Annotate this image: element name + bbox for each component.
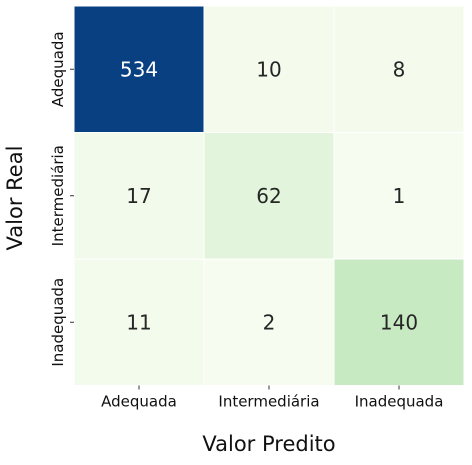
cell-value-label: 2 bbox=[263, 310, 276, 334]
y-tick-label: Inadequada bbox=[49, 278, 67, 367]
heatmap-cell bbox=[203, 5, 335, 133]
cell-value-label: 10 bbox=[256, 57, 281, 81]
x-axis-ticks: Adequada Intermediária Inadequada bbox=[101, 385, 444, 411]
cell-value-label: 1 bbox=[393, 184, 406, 208]
y-tick-label: Intermediária bbox=[49, 145, 67, 246]
heatmap-cell bbox=[333, 5, 465, 133]
y-tick-label: Adequada bbox=[49, 31, 67, 107]
heatmap-cell bbox=[333, 132, 465, 260]
cell-value-label: 17 bbox=[126, 184, 151, 208]
heatmap-cell bbox=[203, 132, 335, 260]
heatmap-cell bbox=[73, 132, 205, 260]
heatmap-cell bbox=[203, 258, 335, 386]
cell-value-label: 140 bbox=[380, 310, 418, 334]
y-axis-ticks: Adequada Intermediária Inadequada bbox=[49, 31, 74, 367]
y-axis-label: Valor Real bbox=[3, 146, 27, 251]
x-tick-label: Adequada bbox=[101, 393, 177, 411]
cell-value-label: 8 bbox=[393, 57, 406, 81]
x-tick-label: Intermediária bbox=[218, 393, 319, 411]
heatmap-cells bbox=[73, 5, 465, 386]
cell-value-label: 534 bbox=[120, 57, 158, 81]
cell-value-label: 62 bbox=[256, 184, 281, 208]
x-tick-label: Inadequada bbox=[355, 393, 444, 411]
cell-value-label: 11 bbox=[126, 310, 151, 334]
heatmap-cell-labels: 534 10 817 62 111 2 140 bbox=[120, 57, 418, 334]
x-axis-label: Valor Predito bbox=[202, 432, 335, 456]
heatmap-cell bbox=[73, 5, 205, 133]
